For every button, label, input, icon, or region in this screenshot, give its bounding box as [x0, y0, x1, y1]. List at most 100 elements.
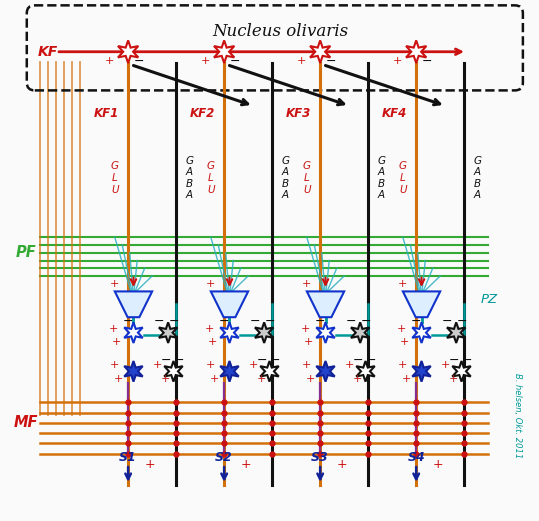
Text: +: +: [353, 374, 362, 384]
Text: +: +: [208, 337, 217, 347]
Text: G
L
U: G L U: [111, 162, 119, 195]
Text: G
L
U: G L U: [303, 162, 311, 195]
Text: +: +: [432, 457, 443, 470]
Text: S1: S1: [119, 451, 137, 464]
Text: +: +: [110, 360, 120, 370]
Text: +: +: [336, 457, 347, 470]
Text: −: −: [411, 315, 421, 328]
Text: S4: S4: [407, 451, 425, 464]
Text: −: −: [153, 315, 164, 328]
Text: +: +: [206, 279, 216, 289]
Text: −: −: [365, 353, 376, 366]
Polygon shape: [307, 291, 344, 317]
Text: +: +: [304, 337, 313, 347]
Text: +: +: [204, 324, 214, 333]
Text: +: +: [206, 360, 216, 370]
Polygon shape: [412, 361, 431, 381]
Text: +: +: [393, 56, 402, 66]
Text: −: −: [448, 353, 459, 366]
Text: G
A
B
A: G A B A: [281, 156, 289, 201]
Text: −: −: [168, 315, 179, 328]
Text: G
L
U: G L U: [207, 162, 215, 195]
Text: +: +: [161, 374, 170, 384]
Text: +: +: [297, 56, 306, 66]
Text: +: +: [257, 374, 266, 384]
Polygon shape: [403, 291, 440, 317]
Polygon shape: [220, 361, 239, 381]
Text: −: −: [250, 315, 260, 328]
Text: +: +: [112, 337, 121, 347]
Text: KF3: KF3: [286, 107, 312, 120]
Text: PZ: PZ: [480, 293, 497, 306]
Text: +: +: [402, 374, 411, 384]
Text: −: −: [219, 315, 230, 328]
Text: +: +: [345, 360, 354, 370]
Polygon shape: [412, 322, 431, 343]
Text: −: −: [123, 315, 133, 328]
Text: +: +: [201, 56, 210, 66]
Text: +: +: [441, 360, 450, 370]
Polygon shape: [118, 41, 139, 63]
Text: G
A
B
A: G A B A: [185, 156, 194, 201]
Polygon shape: [452, 361, 471, 381]
Text: B. helsen, Okt. 2011: B. helsen, Okt. 2011: [513, 373, 522, 458]
Polygon shape: [406, 41, 426, 63]
Text: −: −: [264, 315, 275, 328]
Text: Nucleus olivaris: Nucleus olivaris: [212, 22, 348, 40]
Polygon shape: [124, 322, 143, 343]
Text: KF: KF: [38, 45, 58, 59]
Text: MF: MF: [13, 415, 38, 430]
Polygon shape: [211, 291, 248, 317]
Text: +: +: [449, 374, 458, 384]
Text: KF4: KF4: [382, 107, 407, 120]
Text: −: −: [270, 353, 280, 366]
Text: −: −: [353, 353, 363, 366]
Text: S2: S2: [215, 451, 233, 464]
Polygon shape: [351, 322, 369, 343]
Text: −: −: [160, 353, 171, 366]
Text: +: +: [397, 324, 406, 333]
Text: KF2: KF2: [190, 107, 216, 120]
Text: +: +: [301, 324, 310, 333]
Text: G
A
B
A: G A B A: [377, 156, 385, 201]
Text: −: −: [360, 315, 371, 328]
Text: +: +: [398, 279, 407, 289]
Text: +: +: [110, 279, 120, 289]
Text: S3: S3: [312, 451, 329, 464]
Polygon shape: [115, 291, 152, 317]
Text: +: +: [249, 360, 258, 370]
Text: −: −: [174, 353, 184, 366]
Text: −: −: [421, 55, 432, 68]
Text: +: +: [108, 324, 118, 333]
Polygon shape: [255, 322, 273, 343]
Text: +: +: [306, 374, 315, 384]
Polygon shape: [316, 322, 335, 343]
Text: +: +: [153, 360, 162, 370]
Polygon shape: [356, 361, 375, 381]
Polygon shape: [164, 361, 183, 381]
Text: +: +: [210, 374, 219, 384]
Polygon shape: [260, 361, 279, 381]
Text: −: −: [315, 315, 326, 328]
Polygon shape: [220, 322, 239, 343]
Polygon shape: [214, 41, 234, 63]
Text: +: +: [114, 374, 123, 384]
Text: +: +: [400, 337, 409, 347]
Text: −: −: [461, 353, 472, 366]
Text: −: −: [256, 353, 267, 366]
Text: −: −: [457, 315, 467, 328]
Text: KF1: KF1: [94, 107, 120, 120]
Polygon shape: [124, 361, 143, 381]
Polygon shape: [310, 41, 330, 63]
Text: +: +: [302, 279, 312, 289]
Text: +: +: [105, 56, 114, 66]
Polygon shape: [447, 322, 466, 343]
Text: +: +: [144, 457, 155, 470]
Text: −: −: [441, 315, 452, 328]
Text: G
A
B
A: G A B A: [474, 156, 481, 201]
Text: −: −: [230, 55, 240, 68]
Text: G
L
U: G L U: [399, 162, 407, 195]
Polygon shape: [316, 361, 335, 381]
Text: +: +: [240, 457, 251, 470]
Text: −: −: [326, 55, 336, 68]
